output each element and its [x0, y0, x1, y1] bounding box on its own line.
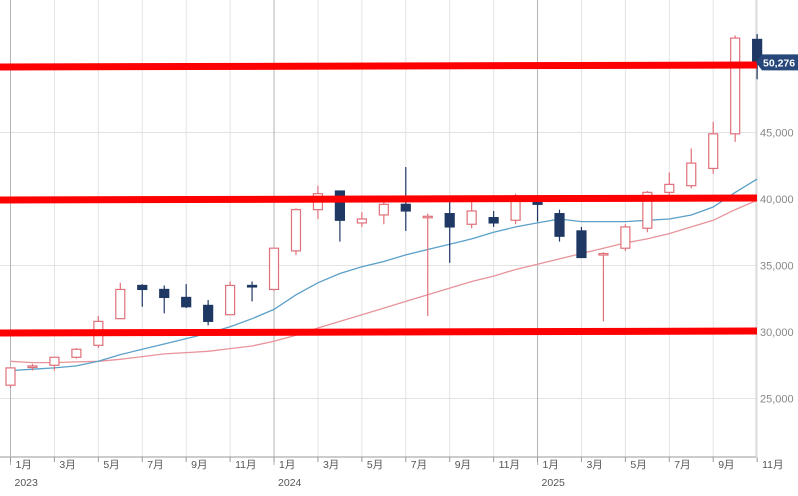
- candle-body: [554, 213, 565, 237]
- candle-body: [5, 367, 16, 386]
- candle-body: [203, 304, 214, 322]
- candle-body: [620, 226, 631, 249]
- candle: [488, 210, 499, 227]
- y-tick-label: 45,000: [760, 128, 794, 140]
- x-tick-label-month: 7月: [147, 459, 163, 471]
- x-tick-label-month: 7月: [674, 459, 690, 471]
- support-line: [0, 194, 758, 204]
- candles: [5, 34, 763, 388]
- candle-body: [400, 203, 411, 212]
- candle-body: [686, 162, 697, 187]
- candle-body: [422, 215, 433, 219]
- candle-body: [730, 37, 741, 135]
- y-axis: 25,000 30,000 35,000 40,000 45,000: [760, 128, 794, 406]
- candle-body: [488, 217, 499, 224]
- candle: [576, 226, 587, 259]
- candle-body: [642, 191, 653, 229]
- candle: [378, 201, 389, 225]
- y-tick-label: 35,000: [760, 261, 794, 273]
- candle-body: [27, 365, 38, 369]
- moving-average-long-line: [10, 199, 758, 364]
- x-tick-label-month: 1月: [16, 459, 32, 471]
- candle-body: [708, 133, 719, 170]
- candle: [115, 282, 126, 320]
- candle-body: [246, 284, 258, 288]
- candle-body: [598, 252, 609, 256]
- candle: [598, 252, 609, 322]
- candle: [422, 213, 433, 317]
- x-tick-label-month: 3月: [586, 459, 602, 471]
- x-tick-label-year: 2025: [542, 477, 566, 489]
- last-price-label: 50,276: [763, 57, 795, 69]
- candle-body: [334, 190, 345, 221]
- candle-body: [49, 356, 60, 366]
- candle: [27, 363, 38, 371]
- y-tick-label: 25,000: [760, 394, 794, 406]
- support-line: [0, 61, 758, 71]
- candle: [620, 224, 631, 251]
- candle-body: [137, 284, 148, 291]
- candle-body: [71, 348, 82, 358]
- candle: [203, 300, 214, 326]
- candle-body: [466, 210, 477, 225]
- candle: [356, 212, 367, 227]
- last-price-tag: 50,276: [756, 54, 798, 71]
- x-tick-label-month: 5月: [103, 459, 119, 471]
- x-tick-label-month: 7月: [411, 459, 427, 471]
- candle: [554, 209, 565, 242]
- moving-average-long: [10, 199, 758, 364]
- candle: [5, 367, 16, 388]
- support-line: [0, 327, 758, 337]
- x-tick-label-month: 9月: [718, 459, 734, 471]
- candle-body: [290, 209, 302, 252]
- candle: [268, 247, 280, 291]
- candle: [708, 121, 719, 174]
- x-tick-label-month: 11月: [499, 459, 520, 471]
- x-tick-label-month: 5月: [367, 459, 383, 471]
- candle: [246, 281, 258, 302]
- x-tick-label-month: 11月: [235, 459, 256, 471]
- candle: [137, 284, 148, 307]
- candle-body: [225, 284, 236, 316]
- candle: [466, 201, 477, 229]
- support-lines: [0, 61, 758, 337]
- candle: [159, 285, 170, 314]
- candle: [290, 208, 302, 255]
- x-tick-label-year: 2023: [15, 477, 39, 489]
- candle-body: [159, 288, 170, 299]
- x-tick-label-month: 5月: [630, 459, 646, 471]
- candle-body: [444, 213, 455, 228]
- candle: [225, 281, 236, 316]
- candle-body: [356, 218, 367, 224]
- candle: [730, 35, 741, 142]
- candle: [686, 148, 697, 189]
- moving-average-short: [10, 178, 758, 372]
- candle-body: [576, 230, 587, 259]
- candle-body: [664, 183, 675, 193]
- candle: [49, 356, 60, 371]
- candle-body: [378, 203, 389, 216]
- candle-body: [181, 296, 192, 308]
- moving-average-short-line: [10, 178, 758, 372]
- last-price-tag-box: [756, 54, 798, 71]
- x-tick-label-month: 9月: [455, 459, 471, 471]
- x-tick-label-month: 3月: [323, 459, 339, 471]
- candle: [71, 347, 82, 359]
- y-tick-label: 40,000: [760, 194, 794, 206]
- x-tick-label-month: 3月: [59, 459, 75, 471]
- x-tick-label-month: 9月: [191, 459, 207, 471]
- x-axis: 1月 2023 3月 5月 7月 9月 11月 1月 2024 3月 5月 7月 9月 11月 1月 2025…: [10, 457, 784, 489]
- x-tick-label-month: 11月: [762, 459, 783, 471]
- candle: [181, 284, 192, 309]
- candle: [444, 201, 455, 263]
- candle-body: [268, 247, 280, 291]
- x-tick-label-year: 2024: [278, 477, 302, 489]
- candle-body: [510, 199, 521, 221]
- y-tick-label: 30,000: [760, 327, 794, 339]
- x-tick-label-month: 1月: [279, 459, 295, 471]
- x-tick-label-month: 1月: [543, 459, 559, 471]
- candle-body: [115, 288, 126, 320]
